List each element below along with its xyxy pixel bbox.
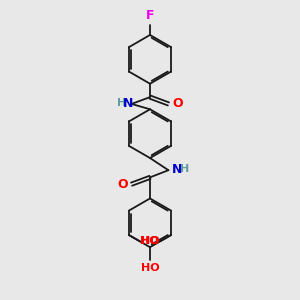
Text: H: H bbox=[116, 98, 126, 108]
Text: O: O bbox=[172, 98, 183, 110]
Text: N: N bbox=[123, 97, 133, 110]
Text: N: N bbox=[172, 163, 182, 176]
Text: O: O bbox=[117, 178, 128, 191]
Text: F: F bbox=[146, 9, 154, 22]
Text: HO: HO bbox=[141, 236, 160, 246]
Text: HO: HO bbox=[141, 263, 159, 273]
Text: HO: HO bbox=[140, 236, 159, 246]
Text: H: H bbox=[180, 164, 189, 174]
